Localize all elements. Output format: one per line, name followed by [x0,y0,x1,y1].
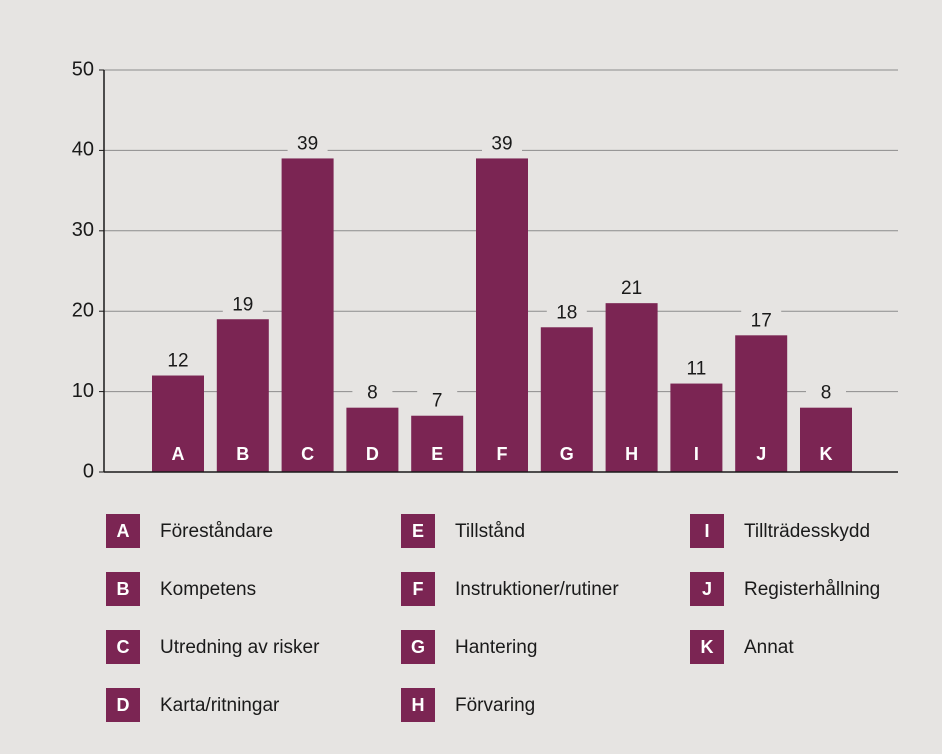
legend-letter: E [412,521,424,541]
value-label: 11 [687,359,707,380]
bar-letter: F [497,444,508,464]
bar-letter: K [820,444,833,464]
bar [605,303,658,472]
legend-label: Hantering [455,637,537,658]
value-label-bg [546,301,587,324]
value-label-bg [676,357,717,380]
legend-label: Karta/ritningar [160,695,280,716]
bar [216,319,269,472]
value-label-bg [222,293,263,316]
bar [152,375,204,472]
value-label: 8 [821,383,832,404]
value-label: 18 [556,302,577,323]
bar [670,383,723,472]
legend-swatch [106,688,140,722]
bar [411,415,464,472]
bar-letter: D [366,444,379,464]
legend-label: Förvaring [455,695,535,716]
y-tick-label: 0 [83,460,94,482]
legend-letter: G [411,637,425,657]
legend-label: Föreståndare [160,521,273,542]
legend-swatch [106,630,140,664]
value-label: 21 [621,278,642,299]
legend-letter: B [117,579,130,599]
bar-letter: J [756,444,766,464]
bar-letter: B [236,444,249,464]
legend-letter: K [701,637,714,657]
legend-swatch [401,514,435,548]
value-label-bg [482,132,522,155]
y-tick-label: 20 [72,299,94,321]
legend-label: Instruktioner/rutiner [455,579,619,600]
bar-letter: G [560,444,574,464]
value-label: 17 [751,310,772,331]
bar [346,407,399,472]
legend-swatch [401,630,435,664]
legend-label: Kompetens [160,579,256,600]
value-label: 7 [432,391,443,412]
bar [476,158,528,472]
bar-letter: C [301,444,314,464]
bar [735,335,788,472]
legend-swatch [690,514,724,548]
legend-label: Utredning av risker [160,637,320,658]
legend-label: Tillträdesskydd [744,521,870,542]
legend-letter: A [117,521,130,541]
value-label: 19 [232,294,253,315]
bar-letter: E [431,444,443,464]
legend-label: Annat [744,637,794,658]
value-label: 39 [297,133,318,154]
value-label: 12 [167,351,188,372]
value-label-bg [287,132,328,155]
bar-letter: I [694,444,699,464]
legend-swatch [401,572,435,606]
bar-letter: A [172,444,185,464]
value-label-bg [611,277,652,300]
bar [800,407,852,472]
legend-letter: F [413,579,424,599]
value-label-bg [741,309,782,332]
bar-letter: H [625,444,638,464]
value-label-bg [806,381,846,404]
y-tick-label: 40 [72,139,94,161]
bar [281,158,334,472]
y-tick-label: 10 [72,380,94,402]
legend-letter: D [117,695,130,715]
legend-swatch [690,630,724,664]
y-tick-label: 30 [72,219,94,241]
legend-swatch [106,572,140,606]
value-label: 39 [491,133,512,154]
legend-label: Tillstånd [455,521,525,542]
legend-letter: J [702,579,712,599]
legend-swatch [690,572,724,606]
legend-label: Registerhållning [744,579,880,600]
legend-letter: I [704,521,709,541]
legend-letter: H [412,695,425,715]
value-label: 8 [367,383,378,404]
legend-swatch [106,514,140,548]
value-label-bg [417,389,458,412]
value-label-bg [158,349,198,372]
value-label-bg [352,381,393,404]
legend-swatch [401,688,435,722]
legend-letter: C [117,637,130,657]
bar [540,327,593,472]
y-tick-label: 50 [72,58,94,80]
